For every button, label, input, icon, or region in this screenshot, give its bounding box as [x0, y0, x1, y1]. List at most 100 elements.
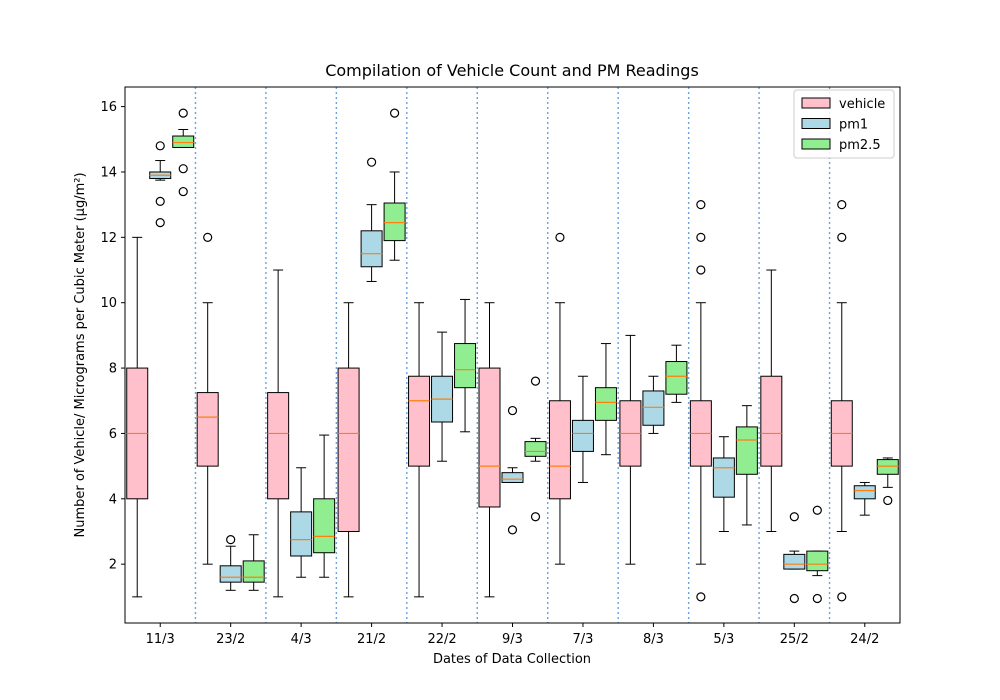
y-tick-label: 8	[109, 362, 117, 377]
iqr-box	[594, 387, 617, 421]
outlier-point	[883, 495, 893, 506]
box-vehicle-9/3	[478, 302, 501, 598]
box-vehicle-8/3	[619, 334, 642, 565]
y-tick-label: 2	[109, 558, 117, 573]
outlier-point	[530, 376, 541, 386]
outlier-point	[837, 200, 847, 210]
box-vehicle-23/2	[196, 232, 219, 565]
iqr-box	[360, 230, 383, 268]
outlier-point	[178, 186, 188, 197]
iqr-box	[548, 400, 571, 500]
x-axis-label: Dates of Data Collection	[433, 652, 591, 667]
box-vehicle-25/2	[760, 269, 783, 532]
box-pm2.5-7/3	[594, 343, 617, 456]
box-series	[126, 108, 899, 604]
outlier-point	[226, 535, 236, 545]
box-pm2.5-22/2	[454, 298, 477, 433]
outlier-point	[696, 200, 706, 210]
iqr-box	[172, 135, 195, 148]
iqr-box	[501, 472, 524, 483]
legend: vehicle pm1 pm2.5	[793, 89, 895, 159]
x-tick-label: 11/3	[146, 632, 175, 647]
box-pm1-23/2	[219, 535, 242, 591]
box-pm2.5-11/3	[172, 108, 195, 197]
outlier-point	[696, 592, 706, 602]
y-tick-label: 14	[100, 165, 117, 180]
outlier-point	[366, 157, 377, 167]
iqr-box	[196, 392, 219, 467]
outlier-point	[178, 108, 188, 118]
box-pm2.5-21/2	[383, 108, 406, 261]
outlier-point	[696, 265, 706, 275]
plot-frame	[124, 86, 901, 624]
box-pm2.5-5/3	[735, 405, 758, 526]
box-vehicle-7/3	[548, 232, 571, 565]
x-axis-ticks: 11/3 23/2 4/3 21/2 22/2 9/3 7/3 8/3 5/3 25/2 24/2	[146, 623, 879, 647]
box-pm1-5/3	[712, 436, 735, 532]
outlier-point	[696, 232, 706, 242]
box-pm1-22/2	[431, 331, 454, 462]
box-pm1-11/3	[149, 141, 172, 228]
legend-label-pm2.5: pm2.5	[839, 138, 881, 153]
x-tick-label: 8/3	[643, 632, 664, 647]
x-tick-label: 4/3	[291, 632, 312, 647]
box-pm1-9/3	[501, 405, 524, 535]
outlier-point	[155, 218, 165, 228]
box-vehicle-4/3	[267, 269, 290, 598]
outlier-point	[812, 505, 822, 515]
x-tick-label: 23/2	[216, 632, 245, 647]
outlier-point	[837, 592, 847, 602]
iqr-box	[454, 343, 477, 389]
outlier-point	[178, 164, 188, 174]
x-tick-label: 25/2	[780, 632, 809, 647]
y-axis-label: Number of Vehicle/ Micrograms per Cubic …	[73, 172, 88, 537]
box-pm2.5-24/2	[876, 457, 899, 506]
outlier-point	[155, 196, 165, 206]
iqr-box	[571, 419, 594, 452]
iqr-box	[783, 553, 806, 570]
box-vehicle-24/2	[830, 200, 853, 602]
iqr-box	[642, 390, 665, 426]
iqr-box	[760, 375, 783, 467]
x-tick-label: 7/3	[572, 632, 593, 647]
x-tick-label: 24/2	[850, 632, 879, 647]
y-tick-label: 4	[109, 492, 117, 507]
y-tick-label: 16	[100, 100, 117, 115]
outlier-point	[203, 232, 213, 242]
box-pm1-7/3	[571, 375, 594, 483]
iqr-box	[478, 367, 501, 508]
iqr-box	[267, 392, 290, 500]
x-tick-label: 9/3	[502, 632, 523, 647]
outlier-point	[530, 512, 541, 522]
outlier-point	[789, 512, 799, 522]
iqr-box	[219, 565, 242, 583]
iqr-box	[665, 361, 688, 395]
outlier-point	[837, 232, 847, 242]
box-vehicle-5/3	[689, 200, 712, 602]
legend-swatch-vehicle	[801, 97, 831, 109]
outlier-point	[789, 593, 799, 604]
outlier-point	[507, 405, 518, 416]
y-tick-label: 10	[100, 296, 117, 311]
x-tick-label: 21/2	[357, 632, 386, 647]
iqr-box	[313, 498, 336, 554]
y-axis-ticks: 2 4 6 8 10 12 14 16	[100, 100, 125, 573]
box-vehicle-22/2	[408, 302, 431, 598]
outlier-point	[389, 108, 400, 118]
box-pm2.5-8/3	[665, 344, 688, 403]
iqr-box	[408, 375, 431, 467]
box-pm2.5-23/2	[242, 534, 265, 591]
outlier-point	[555, 232, 565, 242]
group-separators	[194, 87, 831, 623]
outlier-point	[155, 141, 165, 151]
box-pm1-4/3	[290, 467, 313, 578]
y-tick-label: 12	[100, 231, 117, 246]
legend-swatch-pm2.5	[801, 138, 831, 150]
box-pm2.5-25/2	[806, 505, 829, 604]
box-pm1-8/3	[642, 375, 665, 434]
box-pm1-21/2	[360, 157, 383, 282]
box-vehicle-11/3	[126, 236, 149, 598]
iqr-box	[242, 560, 265, 583]
outlier-point	[812, 593, 822, 604]
